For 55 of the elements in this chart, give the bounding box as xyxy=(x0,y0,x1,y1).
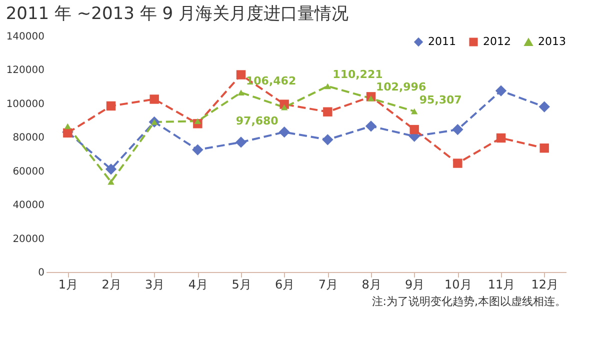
x-tick-label: 3月 xyxy=(145,278,165,292)
point xyxy=(368,95,374,102)
x-tick-label: 4月 xyxy=(188,278,208,292)
point xyxy=(64,123,72,130)
point xyxy=(278,126,290,138)
legend-label: 2012 xyxy=(483,34,511,48)
point xyxy=(238,90,244,96)
x-tick-label: 9月 xyxy=(405,278,425,292)
point xyxy=(323,107,332,116)
point xyxy=(322,134,334,146)
y-tick-label: 120000 xyxy=(6,65,44,76)
point xyxy=(235,136,247,148)
data-label: 110,221 xyxy=(332,68,383,82)
y-tick-label: 80000 xyxy=(12,132,44,144)
point xyxy=(540,143,549,153)
point xyxy=(105,164,117,175)
point xyxy=(236,70,246,80)
y-tick-label: 140000 xyxy=(6,32,44,42)
point xyxy=(496,133,506,143)
point xyxy=(453,158,462,168)
data-label: 106,462 xyxy=(246,74,296,88)
point xyxy=(324,83,332,90)
x-tick-label: 10月 xyxy=(444,278,472,292)
point xyxy=(192,144,204,156)
x-tick-label: 11月 xyxy=(488,278,516,292)
point xyxy=(538,101,550,112)
text: 注:为了说明变化趋势,本图以虚线相连。 xyxy=(372,295,566,308)
y-tick-label: 100000 xyxy=(6,98,44,110)
y-tick-label: 40000 xyxy=(12,200,44,212)
point xyxy=(150,94,159,104)
legend-label: 2011 xyxy=(428,34,456,48)
legend-label: 2013 xyxy=(538,35,566,48)
point xyxy=(452,124,464,136)
point xyxy=(410,108,418,114)
chart-title: 2011 年 ~2013 年 9 月海关月度进口量情况 xyxy=(6,4,348,24)
data-label: 97,680 xyxy=(236,114,279,128)
x-tick-label: 7月 xyxy=(318,278,338,292)
x-tick-label: 6月 xyxy=(275,278,295,292)
x-tick-label: 1月 xyxy=(58,278,78,292)
point xyxy=(108,178,114,185)
point xyxy=(410,124,419,134)
y-tick-label: 0 xyxy=(38,268,44,278)
x-tick-label: 12月 xyxy=(531,278,558,292)
point xyxy=(106,101,116,111)
point xyxy=(495,85,507,96)
data-label: 102,996 xyxy=(376,80,426,94)
data-label: 95,307 xyxy=(419,93,462,106)
x-tick-label: 5月 xyxy=(232,278,252,292)
point xyxy=(280,104,288,110)
y-tick-label: 20000 xyxy=(12,234,44,245)
y-tick-label: 60000 xyxy=(12,166,44,178)
x-tick-label: 2月 xyxy=(102,278,122,292)
x-tick-label: 8月 xyxy=(362,278,382,292)
point xyxy=(365,120,377,132)
point xyxy=(194,118,202,124)
